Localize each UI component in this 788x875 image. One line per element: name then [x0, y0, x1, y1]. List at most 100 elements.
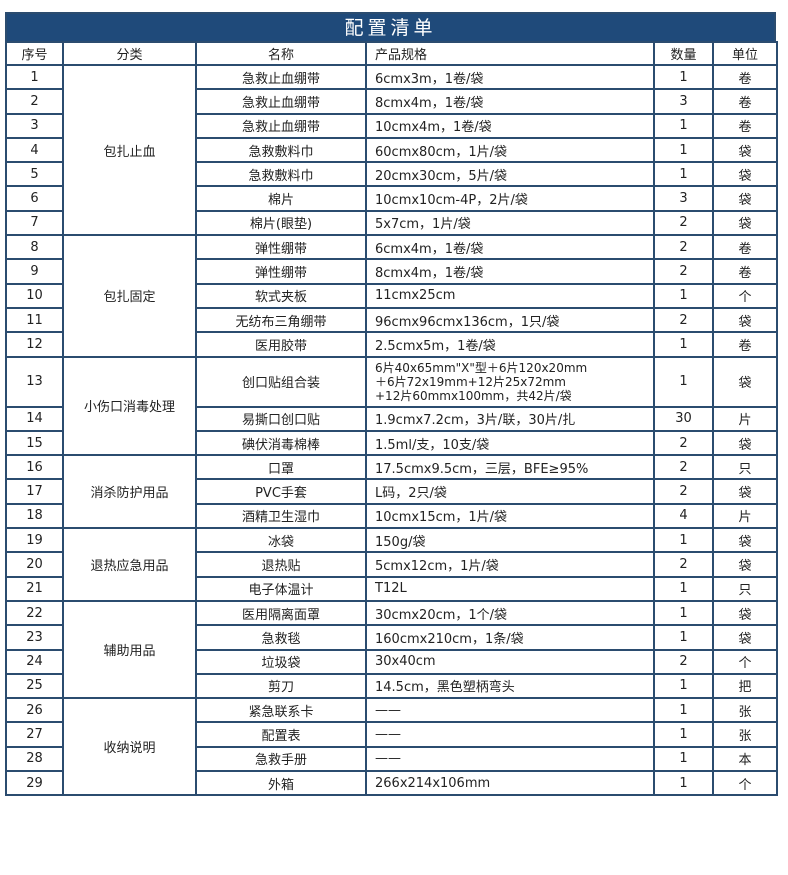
item-name: 电子体温计 [195, 575, 367, 602]
table-row: 20 退热贴 5cmx12cm，1片/袋 2 袋 [5, 551, 778, 578]
row-no: 29 [5, 770, 64, 797]
row-no: 7 [5, 209, 64, 237]
table-row: 16 消杀防护用品 口罩 17.5cmx9.5cm，三层，BFE≥95% 2 只 [5, 454, 778, 530]
table-row: 10 软式夹板 11cmx25cm 1 个 [5, 282, 778, 309]
row-no: 5 [5, 161, 64, 188]
item-spec: 1.9cmx7.2cm，3片/联，30片/扎 [365, 405, 655, 432]
row-no: 22 [5, 599, 64, 627]
item-qty: 1 [653, 672, 714, 700]
item-qty: 2 [653, 234, 714, 261]
item-name: 易撕口创口贴 [195, 405, 367, 432]
item-name: 无纺布三角绷带 [195, 306, 367, 334]
item-qty: 1 [653, 624, 714, 651]
item-spec: 17.5cmx9.5cm，三层，BFE≥95% [365, 454, 655, 481]
item-spec: 150g/袋 [365, 527, 655, 554]
item-name: 紧急联系卡 [195, 697, 367, 724]
table-row: 25 剪刀 14.5cm，黑色塑柄弯头 1 把 [5, 672, 778, 700]
table-row: 4 急救敷料巾 60cmx80cm，1片/袋 1 袋 [5, 136, 778, 164]
item-unit: 片 [712, 405, 778, 432]
row-no: 20 [5, 551, 64, 578]
item-spec: 5cmx12cm，1片/袋 [365, 551, 655, 578]
table-row: 26 收纳说明 紧急联系卡 —— 1 张 [5, 697, 778, 797]
row-no: 12 [5, 331, 64, 358]
item-spec: 266x214x106mm [365, 770, 655, 797]
category-cell: 小伤口消毒处理 [62, 355, 197, 457]
spec-line: 6片40x65mm"X"型＋6片120x20mm [375, 360, 588, 375]
item-unit: 袋 [712, 624, 778, 651]
item-unit: 只 [712, 575, 778, 602]
item-unit: 个 [712, 648, 778, 675]
header-spec: 产品规格 [365, 41, 655, 66]
row-no: 15 [5, 429, 64, 457]
item-spec: —— [365, 745, 655, 773]
item-spec: 6片40x65mm"X"型＋6片120x20mm ＋6片72x19mm+12片25… [365, 355, 655, 408]
table-row: 14 易撕口创口贴 1.9cmx7.2cm，3片/联，30片/扎 30 片 [5, 405, 778, 432]
item-qty: 2 [653, 306, 714, 334]
table-row: 11 无纺布三角绷带 96cmx96cmx136cm，1只/袋 2 袋 [5, 306, 778, 334]
item-name: 急救毯 [195, 624, 367, 651]
row-no: 9 [5, 258, 64, 285]
row-no: 25 [5, 672, 64, 700]
table-row: 7 棉片(眼垫) 5x7cm，1片/袋 2 袋 [5, 209, 778, 237]
item-unit: 个 [712, 770, 778, 797]
table-row: 2 急救止血绷带 8cmx4m，1卷/袋 3 卷 [5, 88, 778, 115]
item-unit: 袋 [712, 551, 778, 578]
item-unit: 个 [712, 282, 778, 309]
row-no: 24 [5, 648, 64, 675]
header-unit: 单位 [712, 41, 778, 66]
item-unit: 袋 [712, 429, 778, 457]
item-qty: 2 [653, 429, 714, 457]
table-title: 配置清单 [5, 12, 776, 41]
table-row: 15 碘伏消毒棉棒 1.5ml/支，10支/袋 2 袋 [5, 429, 778, 457]
item-spec: 8cmx4m，1卷/袋 [365, 88, 655, 115]
row-no: 2 [5, 88, 64, 115]
item-name: 创口贴组合装 [195, 355, 367, 408]
item-qty: 2 [653, 478, 714, 505]
row-no: 6 [5, 185, 64, 212]
item-unit: 袋 [712, 185, 778, 212]
table-row: 18 酒精卫生湿巾 10cmx15cm，1片/袋 4 片 [5, 502, 778, 530]
item-unit: 袋 [712, 161, 778, 188]
row-no: 3 [5, 112, 64, 139]
item-unit: 袋 [712, 599, 778, 627]
item-name: 配置表 [195, 721, 367, 748]
table-row: 19 退热应急用品 冰袋 150g/袋 1 袋 [5, 527, 778, 602]
item-spec: 6cmx4m，1卷/袋 [365, 234, 655, 261]
item-spec: —— [365, 721, 655, 748]
header-name: 名称 [195, 41, 367, 66]
table-row: 6 棉片 10cmx10cm-4P，2片/袋 3 袋 [5, 185, 778, 212]
item-qty: 1 [653, 355, 714, 408]
table-row: 5 急救敷料巾 20cmx30cm，5片/袋 1 袋 [5, 161, 778, 188]
item-name: 碘伏消毒棉棒 [195, 429, 367, 457]
item-qty: 1 [653, 575, 714, 602]
config-list: 配置清单 序号 分类 名称 产品规格 数量 单位 1 包扎止血 急救止血绷带 6cmx… [5, 12, 778, 797]
item-name: 弹性绷带 [195, 258, 367, 285]
item-qty: 1 [653, 527, 714, 554]
table-row: 27 配置表 —— 1 张 [5, 721, 778, 748]
item-qty: 4 [653, 502, 714, 530]
item-spec: 6cmx3m，1卷/袋 [365, 63, 655, 91]
item-name: 酒精卫生湿巾 [195, 502, 367, 530]
item-name: 急救敷料巾 [195, 161, 367, 188]
item-unit: 卷 [712, 63, 778, 91]
item-unit: 卷 [712, 112, 778, 139]
row-no: 16 [5, 454, 64, 481]
item-unit: 袋 [712, 136, 778, 164]
row-no: 26 [5, 697, 64, 724]
item-name: 急救敷料巾 [195, 136, 367, 164]
item-spec: T12L [365, 575, 655, 602]
item-qty: 1 [653, 161, 714, 188]
row-no: 13 [5, 355, 64, 408]
item-spec: 8cmx4m，1卷/袋 [365, 258, 655, 285]
item-unit: 片 [712, 502, 778, 530]
row-no: 17 [5, 478, 64, 505]
table-row: 3 急救止血绷带 10cmx4m，1卷/袋 1 卷 [5, 112, 778, 139]
header-qty: 数量 [653, 41, 714, 66]
spec-line: +12片60mmx100mm，共42片/袋 [375, 388, 572, 403]
item-name: 急救止血绷带 [195, 63, 367, 91]
row-no: 27 [5, 721, 64, 748]
item-spec: 10cmx4m，1卷/袋 [365, 112, 655, 139]
row-no: 11 [5, 306, 64, 334]
item-unit: 卷 [712, 234, 778, 261]
item-spec: —— [365, 697, 655, 724]
